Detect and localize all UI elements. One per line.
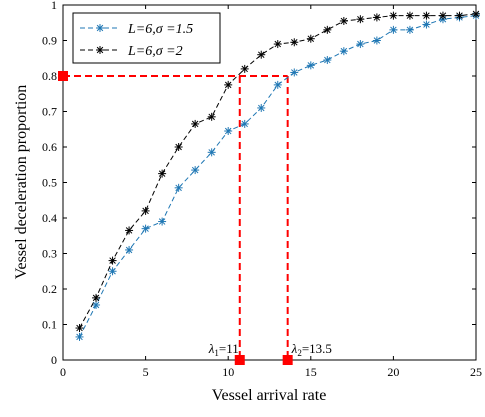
threshold-guides bbox=[63, 75, 289, 360]
data-point-series-2 bbox=[290, 38, 299, 47]
data-point-series-2 bbox=[356, 15, 365, 24]
axis-ticks: 0 5 10 15 20 25 0 0.1 0.2 0.3 0.4 0.5 0.6 0.7 0.8 0.9 1 bbox=[42, 0, 482, 379]
data-point-series-2 bbox=[422, 11, 431, 20]
data-point-series-2 bbox=[207, 112, 216, 121]
data-point-series-2 bbox=[405, 11, 414, 20]
y-tick-label: 0.7 bbox=[42, 105, 57, 119]
y-tick-label: 0.4 bbox=[42, 211, 57, 225]
x-axis-title: Vessel arrival rate bbox=[212, 387, 327, 404]
y-tick-label: 0.9 bbox=[42, 34, 57, 48]
y-tick-label: 0.1 bbox=[42, 318, 57, 332]
legend-label-series-2: L=6,σ =2 bbox=[127, 44, 183, 59]
lambda1-label: λ1=11 bbox=[208, 341, 239, 358]
threshold-marker bbox=[58, 71, 68, 81]
data-point-series-1 bbox=[125, 245, 134, 254]
data-point-series-1 bbox=[339, 47, 348, 56]
legend-label-series-1: L=6,σ =1.5 bbox=[127, 22, 193, 37]
data-point-series-2 bbox=[108, 256, 117, 265]
data-point-series-2 bbox=[389, 11, 398, 20]
y-tick-label: 1 bbox=[51, 0, 57, 12]
data-point-series-2 bbox=[240, 64, 249, 73]
data-point-series-1 bbox=[356, 40, 365, 49]
data-point-series-2 bbox=[141, 206, 150, 215]
plot-area bbox=[62, 4, 477, 361]
data-point-series-2 bbox=[306, 34, 315, 43]
legend-star-2 bbox=[96, 46, 104, 54]
data-point-series-2 bbox=[323, 25, 332, 34]
data-point-series-2 bbox=[472, 9, 480, 18]
data-point-series-1 bbox=[389, 25, 398, 34]
data-point-series-1 bbox=[92, 300, 101, 309]
data-point-series-2 bbox=[257, 50, 266, 59]
y-tick-label: 0.5 bbox=[42, 176, 57, 190]
data-point-series-1 bbox=[273, 80, 282, 89]
legend-marker-series-1 bbox=[96, 24, 104, 32]
data-point-series-2 bbox=[438, 11, 447, 20]
data-point-series-2 bbox=[92, 293, 101, 302]
legend-marker-series-2 bbox=[96, 46, 104, 54]
data-point-series-1 bbox=[290, 68, 299, 77]
data-point-series-1 bbox=[191, 166, 200, 175]
x-tick-label: 10 bbox=[222, 365, 234, 379]
data-point-series-1 bbox=[207, 148, 216, 157]
data-point-series-1 bbox=[158, 217, 167, 226]
legend: L=6,σ =1.5 L=6,σ =2 bbox=[72, 12, 221, 64]
series-layer bbox=[75, 9, 480, 341]
data-point-series-2 bbox=[455, 11, 464, 20]
lambda1-marker bbox=[234, 355, 245, 365]
legend-box bbox=[72, 12, 221, 64]
data-point-series-1 bbox=[75, 332, 84, 341]
data-point-series-1 bbox=[422, 20, 431, 29]
y-tick-label: 0.6 bbox=[42, 140, 57, 154]
data-point-series-1 bbox=[108, 267, 117, 276]
y-axis-title: Vessel deceleration proportion bbox=[13, 85, 30, 280]
data-point-series-2 bbox=[75, 324, 84, 333]
lambda2-marker bbox=[282, 355, 293, 365]
data-point-series-2 bbox=[158, 169, 167, 178]
data-point-series-2 bbox=[125, 226, 134, 235]
data-point-series-1 bbox=[257, 103, 266, 112]
data-point-series-1 bbox=[306, 61, 315, 70]
data-point-series-1 bbox=[240, 119, 249, 128]
x-tick-label: 5 bbox=[143, 365, 149, 379]
y-tick-label: 0.3 bbox=[42, 247, 57, 261]
annotation-layer: λ1=11 λ2=13.5 bbox=[58, 71, 332, 365]
x-tick-label: 25 bbox=[470, 365, 482, 379]
data-point-series-2 bbox=[372, 13, 381, 22]
data-point-series-1 bbox=[323, 56, 332, 65]
x-tick-label: 0 bbox=[60, 365, 66, 379]
data-point-series-1 bbox=[141, 224, 150, 233]
y-tick-label: 0.8 bbox=[42, 69, 57, 83]
data-point-series-2 bbox=[224, 80, 233, 89]
data-point-series-2 bbox=[174, 143, 183, 151]
data-point-series-2 bbox=[339, 16, 348, 25]
legend-star-1 bbox=[96, 24, 104, 32]
x-tick-label: 20 bbox=[387, 365, 399, 379]
data-point-series-1 bbox=[372, 36, 381, 45]
data-point-series-1 bbox=[174, 183, 183, 192]
data-point-series-1 bbox=[224, 127, 233, 136]
data-point-series-2 bbox=[191, 119, 200, 128]
data-point-series-1 bbox=[405, 25, 414, 34]
y-tick-label: 0 bbox=[51, 353, 57, 367]
y-tick-label: 0.2 bbox=[42, 282, 57, 296]
data-point-series-2 bbox=[273, 40, 282, 49]
lambda2-label: λ2=13.5 bbox=[291, 341, 332, 358]
x-tick-label: 15 bbox=[305, 365, 317, 379]
